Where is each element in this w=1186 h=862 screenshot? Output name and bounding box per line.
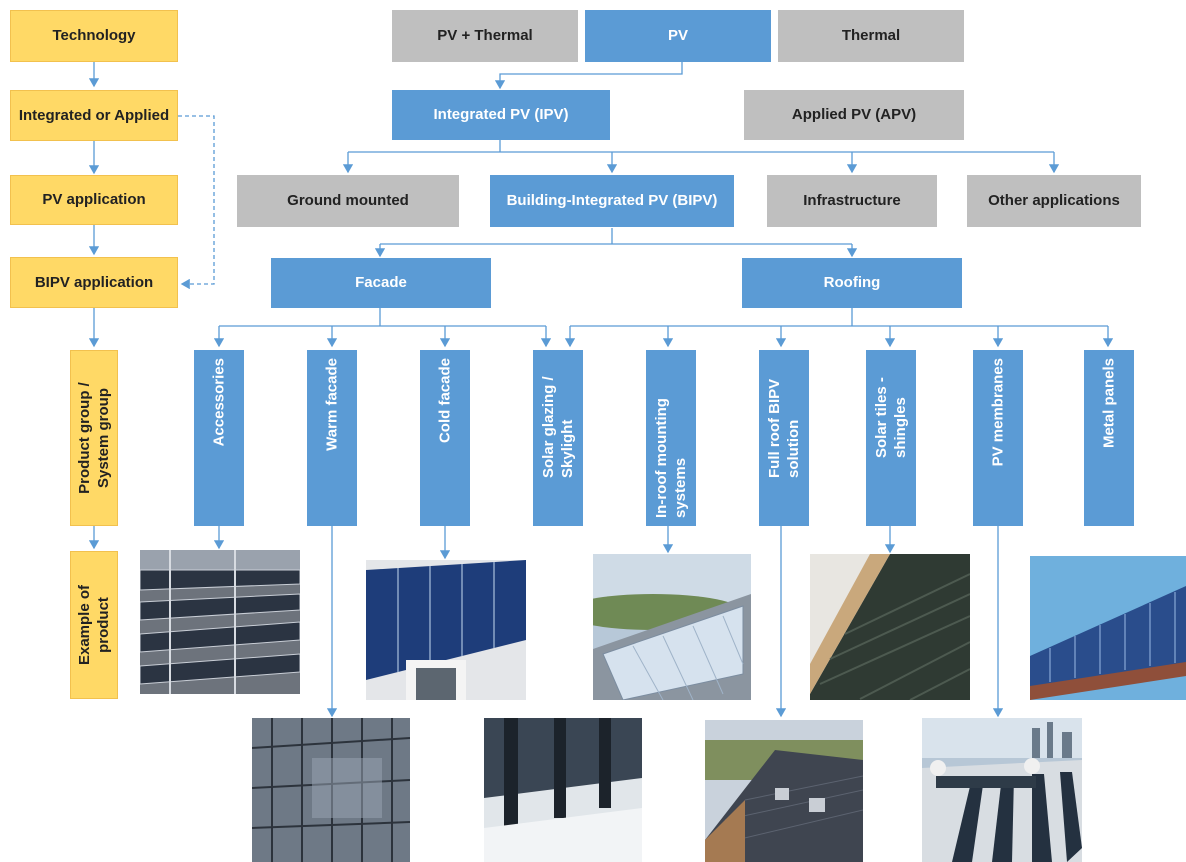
photo-warm-facade — [252, 718, 410, 862]
node-bipv: Building-Integrated PV (BIPV) — [490, 175, 734, 227]
node-facade: Facade — [271, 258, 491, 308]
product-solar-tiles: Solar tiles - shingles — [866, 350, 916, 526]
photo-accessories — [140, 550, 300, 694]
legend-product-group: Product group / System group — [70, 350, 118, 526]
product-solar-glazing-label: Solar glazing / Skylight — [540, 376, 576, 478]
legend-technology: Technology — [10, 10, 178, 62]
photo-cold-facade — [366, 560, 526, 700]
product-solar-tiles-label: Solar tiles - shingles — [873, 377, 909, 458]
node-integrated-pv: Integrated PV (IPV) — [392, 90, 610, 140]
legend-bipv-application: BIPV application — [10, 257, 178, 308]
node-thermal: Thermal — [778, 10, 964, 62]
product-metal-panels-label: Metal panels — [1100, 358, 1118, 449]
legend-example-label: Example of product — [76, 584, 112, 666]
node-pv: PV — [585, 10, 771, 62]
photo-solar-tiles — [810, 554, 970, 700]
product-pv-membranes-label: PV membranes — [989, 358, 1007, 467]
product-inroof-mounting-label: In-roof mounting systems — [653, 398, 689, 518]
node-roofing: Roofing — [742, 258, 962, 308]
product-inroof-mounting: In-roof mounting systems — [646, 350, 696, 526]
photo-metal-panels — [1030, 556, 1186, 700]
product-cold-facade-label: Cold facade — [436, 358, 454, 444]
legend-pv-application: PV application — [10, 175, 178, 225]
product-full-roof-bipv-label: Full roof BIPV solution — [766, 378, 802, 478]
product-pv-membranes: PV membranes — [973, 350, 1023, 526]
node-applied-pv: Applied PV (APV) — [744, 90, 964, 140]
product-accessories-label: Accessories — [210, 358, 228, 447]
legend-integrated-or-applied: Integrated or Applied — [10, 90, 178, 141]
product-warm-facade-label: Warm facade — [323, 358, 341, 451]
node-ground-mounted: Ground mounted — [237, 175, 459, 227]
node-pv-thermal: PV + Thermal — [392, 10, 578, 62]
photo-full-roof-bipv — [705, 720, 863, 862]
product-metal-panels: Metal panels — [1084, 350, 1134, 526]
product-cold-facade: Cold facade — [420, 350, 470, 526]
node-infrastructure: Infrastructure — [767, 175, 937, 227]
node-other-applications: Other applications — [967, 175, 1141, 227]
product-warm-facade: Warm facade — [307, 350, 357, 526]
photo-inroof-mounting — [593, 554, 751, 700]
product-full-roof-bipv: Full roof BIPV solution — [759, 350, 809, 526]
photo-pv-membranes — [922, 718, 1082, 862]
legend-product-group-label: Product group / System group — [76, 382, 112, 494]
product-solar-glazing: Solar glazing / Skylight — [533, 350, 583, 526]
photo-solar-glazing — [484, 718, 642, 862]
product-accessories: Accessories — [194, 350, 244, 526]
legend-example: Example of product — [70, 551, 118, 699]
